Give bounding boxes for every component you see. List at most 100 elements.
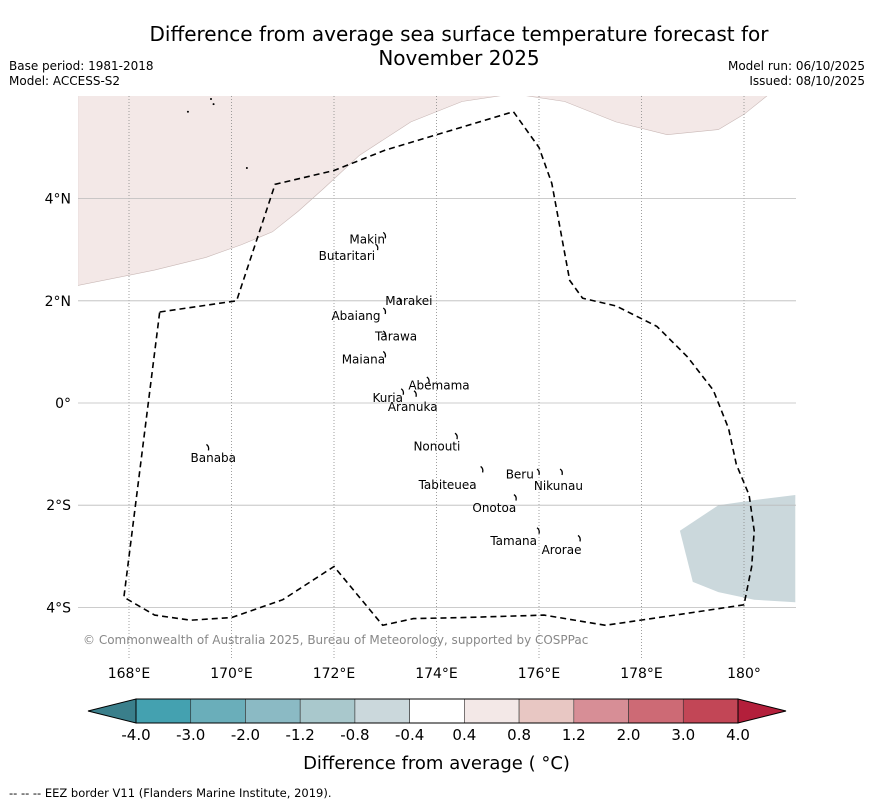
island-outline <box>382 350 387 358</box>
island-label: Nikunau <box>534 479 583 493</box>
model-run: Model run: 06/10/2025 <box>727 59 865 73</box>
island-marker <box>210 97 212 100</box>
colorbar-bin <box>628 698 684 724</box>
meta-right: Model run: 06/10/2025 Issued: 08/10/2025 <box>728 59 865 89</box>
latitude-tick-label: 4°N <box>45 192 71 208</box>
island-marakei: Marakei <box>385 294 432 308</box>
island-label: Arorae <box>542 543 582 557</box>
island-label: Marakei <box>385 294 432 308</box>
eez-source-note: -- -- -- EEZ border V11 (Flanders Marine… <box>9 786 332 800</box>
base-period: Base period: 1981-2018 <box>9 59 154 73</box>
colorbar-tick-label: 0.4 <box>452 726 476 744</box>
island-label: Maiana <box>342 353 385 367</box>
island-outline <box>375 243 379 251</box>
island-outline <box>382 307 387 315</box>
map-title: Difference from average sea surface temp… <box>90 22 828 70</box>
island-label: Abemama <box>408 379 469 393</box>
colorbar-tick-label: -0.8 <box>340 726 369 744</box>
colorbar-label: Difference from average ( °C) <box>303 753 570 774</box>
colorbar-tick-label: 0.8 <box>507 726 531 744</box>
island-outline <box>454 432 458 440</box>
island-marker <box>245 166 248 169</box>
island-outline <box>382 330 387 338</box>
island-outline <box>206 443 210 451</box>
island-abemama: Abemama <box>408 376 470 393</box>
colorbar-bin <box>299 698 356 724</box>
island-outline <box>382 231 387 239</box>
island-outline <box>536 527 540 534</box>
island-marker <box>212 103 215 106</box>
colorbar-tick-label: 2.0 <box>617 726 641 744</box>
warm-anomaly-region <box>78 96 768 286</box>
island-onotoa: Onotoa <box>472 493 517 515</box>
island-label: Beru <box>506 468 534 482</box>
latitude-tick-label: 2°S <box>46 498 71 514</box>
island-nikunau: Nikunau <box>534 468 583 493</box>
island-label: Banaba <box>191 451 237 465</box>
island-marker <box>186 110 189 113</box>
island-arorae: Arorae <box>542 534 582 557</box>
colorbar-frame <box>135 698 739 724</box>
colorbar-bin <box>245 698 301 724</box>
island-butaritari: Butaritari <box>319 243 379 263</box>
colorbar-tick-label: -3.0 <box>176 726 205 744</box>
longitude-tick-label: 170°E <box>210 666 253 682</box>
title-line-2: November 2025 <box>378 46 540 70</box>
island-beru: Beru <box>506 468 540 482</box>
colorbar-tick-label: -2.0 <box>231 726 260 744</box>
island-label: Nonouti <box>413 439 460 453</box>
island-kuria: Kuria <box>372 388 405 405</box>
colorbar-tick-label: -0.4 <box>395 726 424 744</box>
island-label: Butaritari <box>319 249 376 263</box>
island-outline <box>398 297 402 304</box>
colorbar-over-arrow <box>737 698 787 724</box>
latitude-tick-label: 2°N <box>45 294 71 310</box>
colorbar-tick-label: 3.0 <box>671 726 695 744</box>
longitude-tick-label: 174°E <box>415 666 458 682</box>
island-outline <box>400 388 405 395</box>
colorbar: -4.0 -3.0 -2.0 -1.2 -0.8 -0.4 0.4 0.8 1.2 2.0 3.0 4… <box>87 698 787 744</box>
island-label: Aranuka <box>388 400 438 414</box>
island-tamana: Tamana <box>489 527 540 548</box>
colorbar-tick-label: -1.2 <box>286 726 315 744</box>
island-outline <box>513 493 517 501</box>
island-outline <box>480 465 484 473</box>
island-label: Kuria <box>372 391 403 405</box>
island-outline <box>559 468 563 476</box>
island-label: Tarawa <box>374 330 417 344</box>
map-plot-area: Makin Butaritari Marakei Abaiang Tarawa Maian… <box>78 96 796 660</box>
eez-border <box>123 110 756 627</box>
island-makin: Makin <box>349 231 387 246</box>
island-nonouti: Nonouti <box>413 432 460 453</box>
island-label: Abaiang <box>331 309 380 323</box>
meta-left: Base period: 1981-2018 Model: ACCESS-S2 <box>9 59 154 89</box>
colorbar-bin <box>518 698 575 724</box>
colorbar-tick-label: 1.2 <box>562 726 586 744</box>
island-outline <box>426 376 430 384</box>
latitude-tick-label: 0° <box>55 396 71 412</box>
island-outline <box>413 390 417 397</box>
cool-anomaly-region <box>679 495 796 603</box>
model-name: Model: ACCESS-S2 <box>9 74 121 88</box>
longitude-tick-label: 176°E <box>518 666 561 682</box>
colorbar-bin <box>464 698 520 724</box>
longitude-tick-label: 178°E <box>620 666 663 682</box>
longitude-tick-label: 172°E <box>313 666 356 682</box>
latitude-tick-label: 4°S <box>46 600 71 616</box>
colorbar-tick-label: 4.0 <box>726 726 750 744</box>
island-outline <box>536 468 540 476</box>
island-label: Tabiteuea <box>418 478 477 492</box>
colorbar-under-arrow <box>87 698 137 724</box>
colorbar-bin <box>354 698 410 724</box>
island-maiana: Maiana <box>342 350 387 367</box>
island-tabiteuea: Tabiteuea <box>418 465 484 492</box>
island-outline <box>577 534 581 542</box>
colorbar-bin <box>409 698 465 724</box>
colorbar-bin <box>682 698 739 724</box>
colorbar-bin <box>573 698 629 724</box>
title-line-1: Difference from average sea surface temp… <box>149 22 769 46</box>
island-aranuka: Aranuka <box>388 390 438 414</box>
issued-date: Issued: 08/10/2025 <box>749 74 865 88</box>
island-label: Onotoa <box>472 501 516 515</box>
